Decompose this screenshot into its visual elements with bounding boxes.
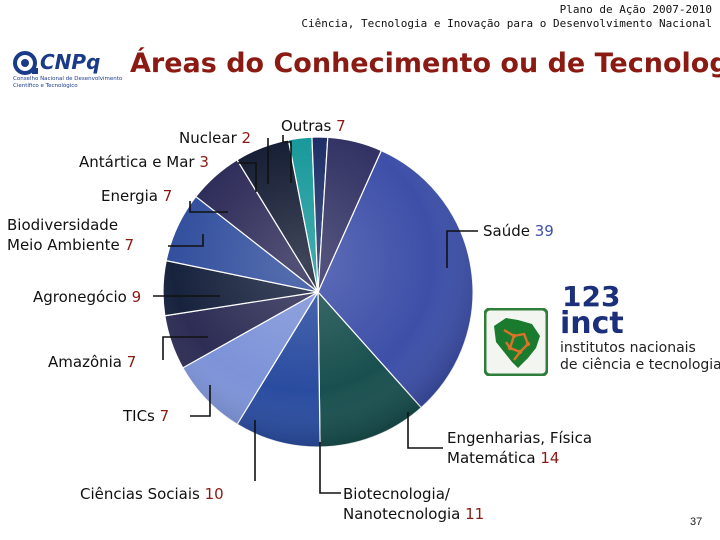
slice-label-amazonia: Amazônia 7	[48, 353, 136, 371]
brazil-map-icon	[483, 307, 549, 377]
leader-line-energia	[189, 201, 228, 213]
leader-line-amazonia	[162, 336, 208, 360]
slice-value: 2	[237, 129, 251, 147]
cnpq-emblem-icon	[13, 51, 38, 75]
page-title: Áreas do Conhecimento ou de Tecnologia	[130, 48, 720, 79]
page-number: 37	[690, 516, 703, 528]
inct-subtitle-line-2: de ciência e tecnologia	[560, 357, 720, 373]
slice-label-energia: Energia 7	[101, 187, 172, 205]
slice-value: 7	[122, 353, 136, 371]
inct-subtitle-line-1: institutos nacionais	[560, 340, 696, 356]
slice-label-tics: TICs 7	[122, 407, 169, 425]
slice-value: 11	[460, 505, 484, 523]
cnpq-logo: CNPq Conselho Nacional de Desenvolviment…	[10, 46, 128, 96]
inct-number: 123	[562, 280, 621, 313]
inct-map-box	[483, 307, 549, 377]
slice-value: 9	[127, 288, 141, 306]
slice-label-saude: Saúde 39	[483, 222, 554, 240]
leader-line-saude	[446, 230, 478, 268]
slice-value: 3	[195, 153, 209, 171]
leader-line-antartica-e-mar	[238, 162, 257, 192]
slice-label-biotecnologia-nanotecnologia: Biotecnologia/Nanotecnologia 11	[343, 485, 484, 523]
inct-logo: 123 inct institutos nacionais de ciência…	[482, 280, 720, 380]
slice-value: 7	[120, 236, 134, 254]
slice-label-agronegocio: Agronegócio 9	[33, 288, 141, 306]
leader-line-biotecnologia-nanotecnologia	[319, 442, 341, 494]
header-line-2: Ciência, Tecnologia e Inovação para o De…	[301, 17, 712, 30]
leader-line-engenharias-fisica-matematica	[407, 412, 443, 449]
logo-wordmark: CNPq	[40, 50, 101, 74]
slice-label-biodiversidade-meio-ambiente: Biodiversidade Meio Ambiente 7	[7, 216, 134, 254]
slice-label-outras: Outras 7	[281, 117, 346, 135]
slice-label-nuclear: Nuclear 2	[179, 129, 251, 147]
leader-line-tics	[190, 385, 211, 417]
leader-line-outras	[282, 135, 292, 183]
slice-label-engenharias-fisica-matematica: Engenharias, Física Matemática 14	[447, 429, 592, 467]
slice-value: 14	[536, 449, 560, 467]
slice-label-ciencias-sociais: Ciências Sociais 10	[80, 485, 224, 503]
inct-wordmark: inct	[560, 306, 624, 341]
slice-value: 7	[155, 407, 169, 425]
logo-subtitle: Conselho Nacional de Desenvolvimento Cie…	[13, 76, 123, 89]
slice-value: 10	[200, 485, 224, 503]
slice-value: 7	[331, 117, 345, 135]
leader-line-biodiversidade-meio-ambiente	[168, 234, 204, 247]
slice-value: 39	[530, 222, 554, 240]
slice-value: 7	[158, 187, 172, 205]
header-line-1: Plano de Ação 2007-2010	[559, 3, 712, 16]
slice-label-antartica-e-mar: Antártica e Mar 3	[79, 153, 209, 171]
